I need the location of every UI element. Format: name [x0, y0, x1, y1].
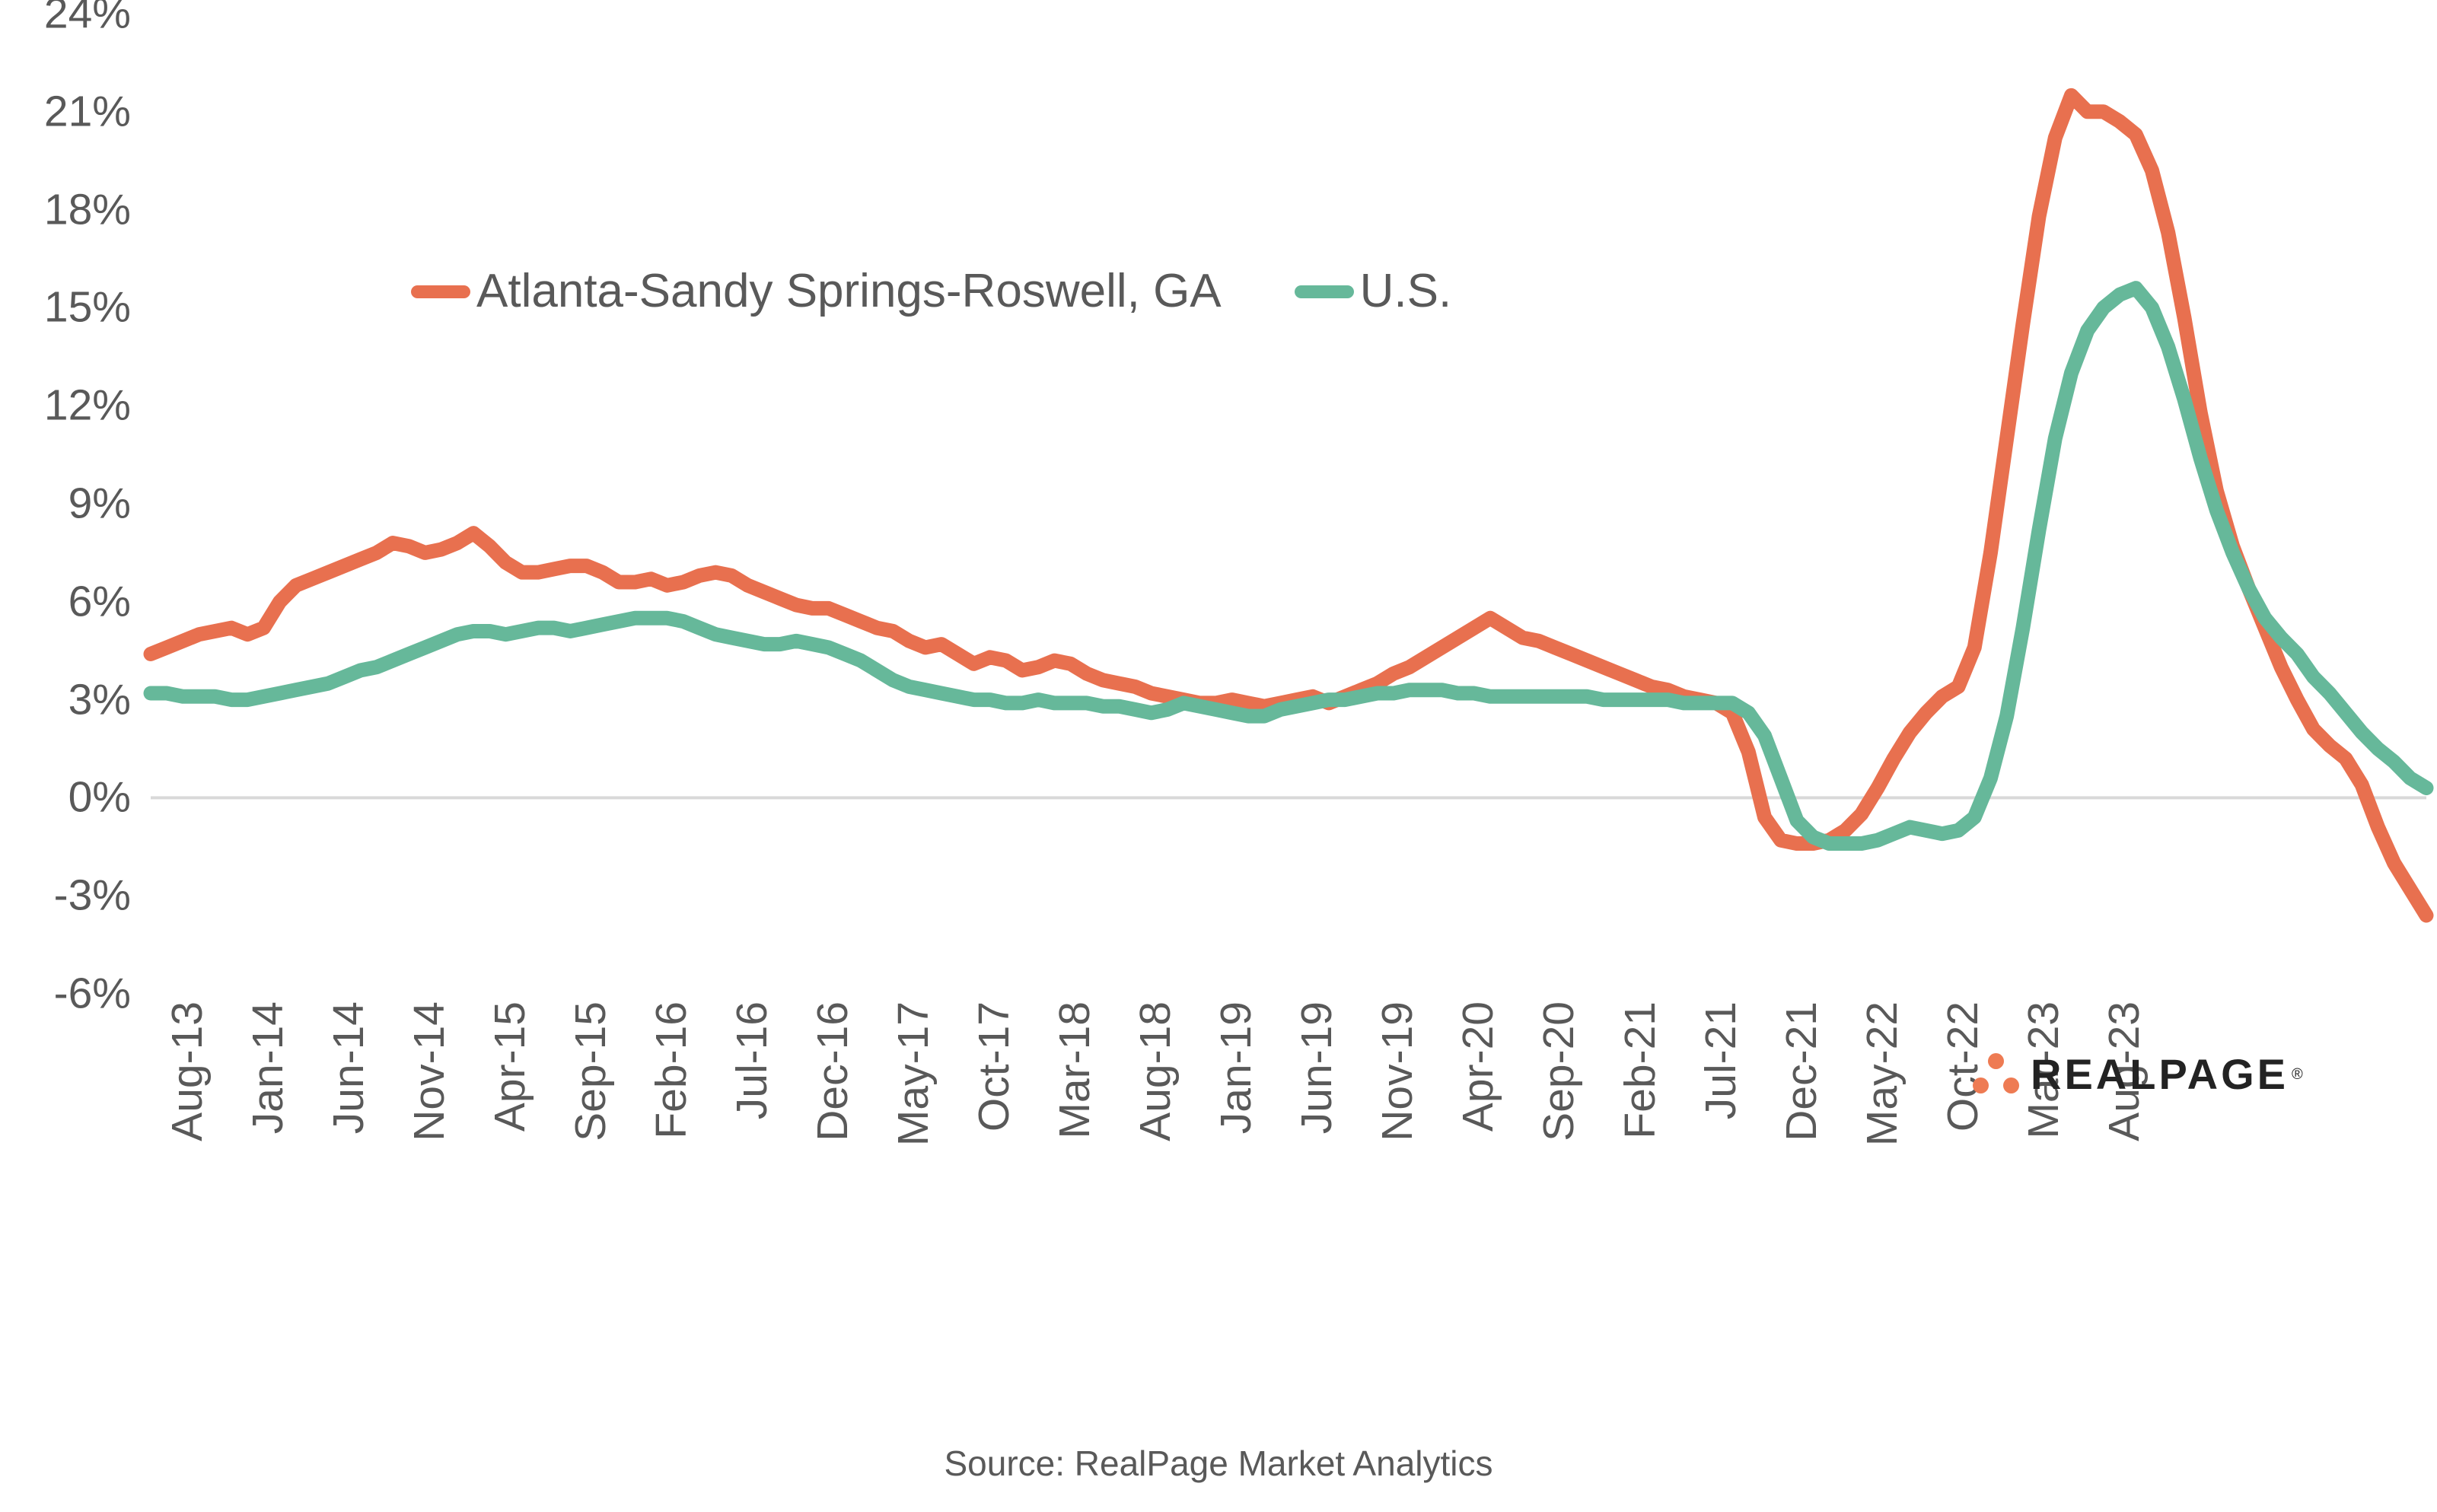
- y-axis-tick-label: -6%: [53, 969, 131, 1018]
- y-axis-tick-label: 15%: [43, 282, 131, 332]
- x-axis-tick-label: May-22: [1857, 1001, 1907, 1147]
- y-axis-tick-label: -3%: [53, 871, 131, 920]
- realpage-wordmark: REALPAGE: [2031, 1050, 2289, 1098]
- x-axis-tick-label: Dec-21: [1776, 1001, 1826, 1141]
- x-axis-tick-label: Sep-20: [1534, 1001, 1584, 1141]
- y-axis-tick-label: 0%: [68, 772, 131, 822]
- line-swatch-icon: [1294, 285, 1354, 298]
- x-axis-tick-label: Aug-13: [163, 1001, 212, 1141]
- y-axis: 24% 21% 18% 15% 12% 9% 6% 3% 0% -3% -6%: [0, 0, 145, 1015]
- line-swatch-icon: [411, 285, 470, 298]
- x-axis-tick-label: Feb-21: [1615, 1001, 1664, 1139]
- series-line-2: [143, 281, 2434, 851]
- x-axis-tick-label: Apr-15: [486, 1001, 535, 1132]
- series-line-1: [143, 88, 2434, 923]
- x-axis-tick-label: Apr-20: [1454, 1001, 1503, 1132]
- legend-item-2[interactable]: U.S.: [1294, 265, 1452, 317]
- x-axis-tick-label: Aug-18: [1131, 1001, 1180, 1141]
- chart-legend: Atlanta-Sandy Springs-Roswell, GA U.S.: [411, 268, 1451, 315]
- x-axis-tick-label: May-17: [889, 1001, 938, 1147]
- legend-item-label: U.S.: [1359, 265, 1452, 317]
- legend-item-1[interactable]: Atlanta-Sandy Springs-Roswell, GA: [411, 268, 1222, 315]
- source-note: Source: RealPage Market Analytics: [944, 1444, 1493, 1483]
- y-axis-tick-label: 12%: [43, 380, 131, 430]
- plot-svg: [143, 88, 2434, 923]
- y-axis-tick-label: 18%: [43, 185, 131, 234]
- y-axis-tick-label: 24%: [43, 0, 131, 38]
- x-axis-tick-label: Sep-15: [566, 1001, 616, 1141]
- y-axis-tick-label: 3%: [68, 675, 131, 724]
- x-axis-tick-label: Mar-18: [1050, 1001, 1100, 1139]
- realpage-dots-icon: [1973, 1052, 2020, 1097]
- x-axis-tick-label: Oct-17: [970, 1001, 1019, 1132]
- plot-area: [143, 14, 2434, 994]
- x-axis-tick-label: Jul-21: [1696, 1001, 1745, 1120]
- x-axis-tick-label: Nov-14: [405, 1001, 454, 1141]
- registered-mark-icon: ®: [2292, 1066, 2303, 1083]
- logo-dot-right: [2003, 1077, 2019, 1093]
- y-axis-tick-label: 9%: [68, 479, 131, 528]
- x-axis-tick-label: Jul-16: [728, 1001, 777, 1120]
- x-axis-tick-label: Jan-14: [244, 1001, 293, 1135]
- realpage-logo: REALPAGE ®: [1973, 1044, 2303, 1105]
- x-axis-tick-label: Dec-16: [808, 1001, 858, 1141]
- y-axis-tick-label: 6%: [68, 577, 131, 626]
- y-axis-tick-label: 21%: [43, 87, 131, 136]
- x-axis-tick-label: Nov-19: [1373, 1001, 1422, 1141]
- legend-item-label: Atlanta-Sandy Springs-Roswell, GA: [476, 265, 1222, 317]
- logo-dot-top: [1988, 1053, 2004, 1069]
- x-axis-tick-label: Jan-19: [1212, 1001, 1261, 1135]
- x-axis-tick-label: Jun-19: [1292, 1001, 1342, 1135]
- logo-dot-left: [1973, 1077, 1989, 1093]
- x-axis-tick-label: Jun-14: [324, 1001, 374, 1135]
- x-axis-tick-label: Feb-16: [647, 1001, 696, 1139]
